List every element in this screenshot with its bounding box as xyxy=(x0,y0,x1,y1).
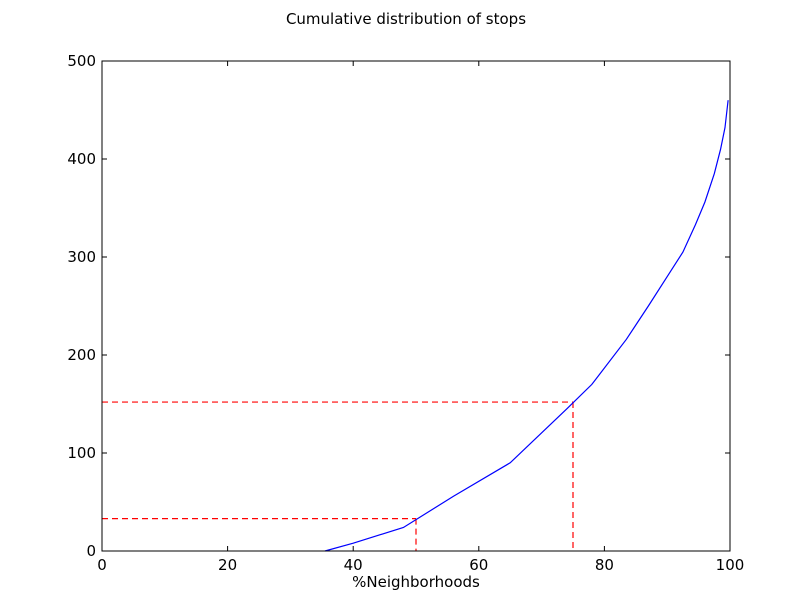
series-line-0 xyxy=(324,100,729,552)
y-tick-label: 0 xyxy=(86,542,96,560)
x-tick-label: 0 xyxy=(97,556,107,574)
y-tick-label: 200 xyxy=(67,346,96,364)
x-tick-label: 40 xyxy=(344,556,363,574)
series-layer xyxy=(324,100,729,552)
x-axis-label: %Neighborhoods xyxy=(352,573,480,591)
plot-area-frame xyxy=(101,60,731,552)
y-tick-label: 300 xyxy=(67,248,96,266)
y-tick-label: 500 xyxy=(67,52,96,70)
y-tick-label: 400 xyxy=(67,150,96,168)
x-tick-label: 100 xyxy=(716,556,745,574)
x-tick-label: 80 xyxy=(595,556,614,574)
reference-lines xyxy=(102,401,574,551)
x-tick-label: 60 xyxy=(469,556,488,574)
y-tick-label: 100 xyxy=(67,444,96,462)
chart-title: Cumulative distribution of stops xyxy=(286,10,526,28)
x-tick-label: 20 xyxy=(218,556,237,574)
ticks: 0 20 40 60 80 100 0 100 200 300 400 500 xyxy=(67,52,744,574)
